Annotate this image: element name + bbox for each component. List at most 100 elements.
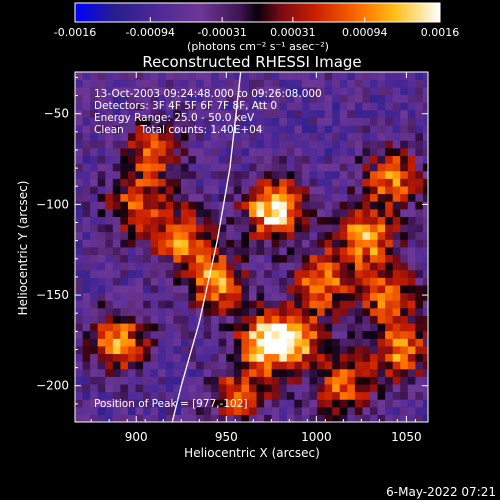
- heatmap-cell: [415, 345, 424, 355]
- heatmap-cell: [264, 269, 273, 278]
- heatmap-cell: [211, 72, 220, 80]
- heatmap-cell: [127, 140, 137, 149]
- heatmap-cell: [407, 391, 416, 400]
- annotation-clean-counts: Clean Total counts: 1.40E+04: [94, 124, 263, 136]
- heatmap-cell: [82, 185, 91, 195]
- heatmap-cell: [112, 231, 121, 240]
- heatmap-cell: [271, 376, 280, 385]
- heatmap-cell: [422, 231, 428, 240]
- heatmap-cell: [226, 178, 235, 187]
- heatmap-cell: [400, 79, 409, 88]
- heatmap-cell: [370, 102, 379, 111]
- heatmap-cell: [135, 376, 144, 385]
- heatmap-cell: [301, 391, 311, 400]
- heatmap-cell: [82, 72, 91, 80]
- heatmap-cell: [180, 300, 190, 309]
- heatmap-cell: [354, 208, 364, 217]
- heatmap-cell: [226, 284, 235, 294]
- heatmap-cell: [385, 315, 394, 324]
- heatmap-cell: [105, 322, 114, 332]
- heatmap-cell: [347, 353, 356, 362]
- heatmap-cell: [347, 231, 356, 240]
- heatmap-cell: [392, 361, 401, 370]
- heatmap-cell: [415, 254, 424, 263]
- heatmap-cell: [332, 178, 341, 187]
- heatmap-cell: [75, 262, 84, 271]
- heatmap-cell: [196, 102, 205, 111]
- heatmap-cell: [135, 117, 144, 126]
- heatmap-cell: [226, 231, 235, 240]
- heatmap-cell: [180, 208, 190, 217]
- heatmap-cell: [150, 72, 159, 80]
- heatmap-cell: [233, 361, 243, 370]
- heatmap-cell: [377, 391, 386, 400]
- heatmap-cell: [75, 216, 84, 225]
- heatmap-cell: [415, 132, 424, 141]
- heatmap-cell: [211, 208, 220, 217]
- heatmap-cell: [97, 284, 106, 294]
- heatmap-cell: [392, 330, 401, 339]
- heatmap-cell: [422, 163, 428, 172]
- heatmap-cell: [120, 86, 129, 96]
- heatmap-cell: [82, 254, 91, 263]
- heatmap-cell: [392, 94, 401, 103]
- heatmap-cell: [112, 391, 121, 400]
- annotation-detectors: Detectors: 3F 4F 5F 6F 7F 8F, Att 0: [94, 100, 277, 112]
- heatmap-cell: [165, 102, 174, 111]
- heatmap-cell: [407, 132, 416, 141]
- heatmap-cell: [377, 315, 386, 324]
- heatmap-cell: [422, 300, 428, 309]
- heatmap-cell: [120, 178, 129, 187]
- heatmap-cell: [422, 208, 428, 217]
- heatmap-cell: [385, 124, 394, 134]
- heatmap-cell: [400, 117, 409, 126]
- heatmap-cell: [105, 368, 114, 377]
- heatmap-cell: [158, 300, 167, 309]
- heatmap-cell: [294, 269, 303, 278]
- heatmap-cell: [317, 345, 326, 355]
- heatmap-cell: [362, 201, 371, 210]
- heatmap-cell: [362, 284, 371, 294]
- heatmap-cell: [75, 322, 84, 332]
- heatmap-cell: [127, 193, 137, 202]
- heatmap-cell: [400, 201, 409, 210]
- heatmap-cell: [188, 414, 197, 422]
- heatmap-cell: [256, 201, 265, 210]
- heatmap-cell: [264, 208, 273, 217]
- heatmap-cell: [309, 292, 318, 301]
- heatmap-cell: [158, 246, 167, 256]
- heatmap-cell: [105, 86, 114, 96]
- heatmap-cell: [75, 239, 84, 248]
- heatmap-cell: [294, 383, 303, 393]
- heatmap-cell: [332, 102, 341, 111]
- heatmap-cell: [400, 345, 409, 355]
- heatmap-cell: [165, 353, 174, 362]
- heatmap-cell: [264, 239, 273, 248]
- heatmap-cell: [158, 94, 167, 103]
- heatmap-cell: [196, 201, 205, 210]
- heatmap-cell: [196, 338, 205, 347]
- heatmap-cell: [218, 223, 227, 233]
- heatmap-cell: [347, 315, 356, 324]
- heatmap-cell: [279, 406, 288, 415]
- heatmap-cell: [112, 254, 121, 263]
- heatmap-cell: [264, 345, 273, 355]
- heatmap-cell: [271, 102, 280, 111]
- heatmap-cell: [105, 345, 114, 355]
- heatmap-cell: [422, 361, 428, 370]
- heatmap-cell: [165, 201, 174, 210]
- heatmap-cell: [165, 79, 174, 88]
- heatmap-cell: [347, 163, 356, 172]
- heatmap-cell: [362, 102, 371, 111]
- heatmap-cell: [188, 147, 197, 157]
- heatmap-cell: [332, 383, 341, 393]
- heatmap-cell: [392, 140, 401, 149]
- heatmap-cell: [264, 124, 273, 134]
- heatmap-cell: [264, 399, 273, 408]
- heatmap-cell: [97, 155, 106, 164]
- heatmap-cell: [362, 94, 371, 103]
- heatmap-cell: [415, 315, 424, 324]
- heatmap-cell: [324, 315, 333, 324]
- heatmap-cell: [127, 383, 137, 393]
- heatmap-cell: [370, 338, 379, 347]
